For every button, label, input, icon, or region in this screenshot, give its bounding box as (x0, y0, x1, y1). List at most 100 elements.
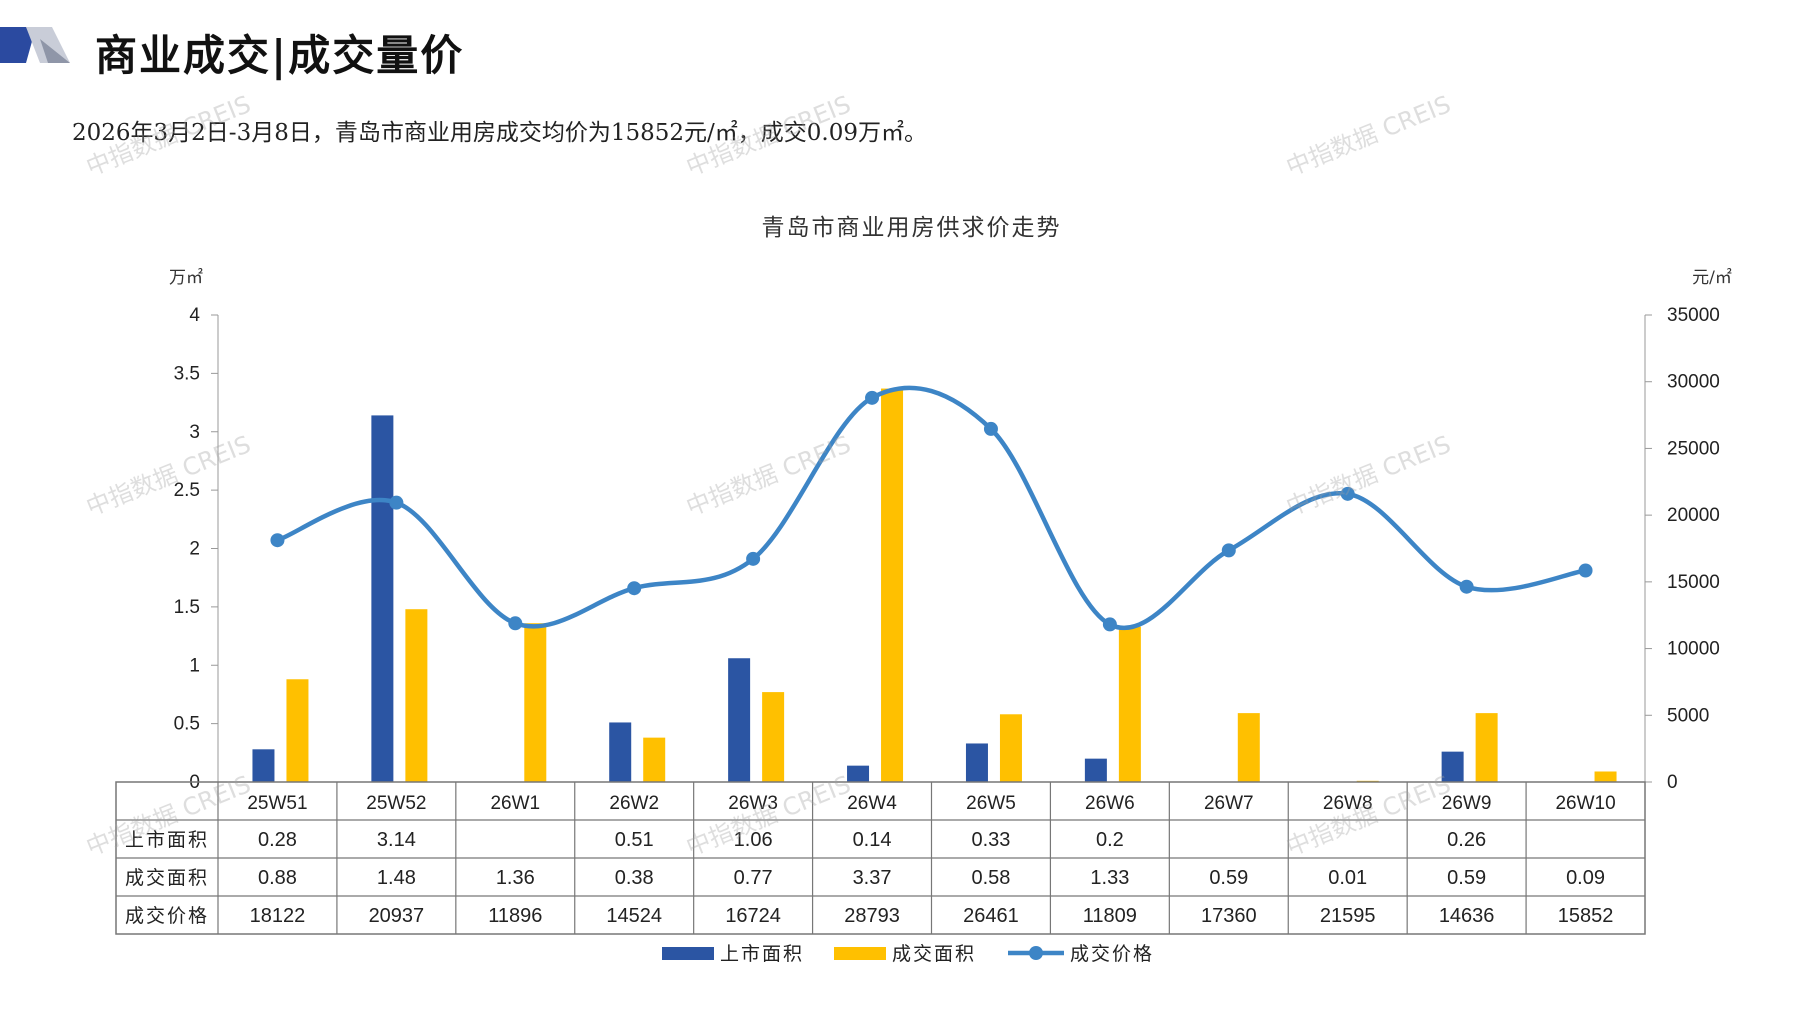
x-category-label: 26W6 (1085, 793, 1135, 814)
data-label: 0.51 (615, 829, 654, 851)
legend-swatch (662, 947, 714, 960)
y-right-unit: 元/㎡ (1692, 268, 1732, 288)
data-label: 11896 (488, 905, 542, 927)
data-label: 1.33 (1090, 867, 1129, 889)
supply-area-bar (371, 415, 394, 782)
x-category-label: 26W7 (1204, 793, 1254, 814)
data-label: 14636 (1439, 905, 1495, 927)
legend-label: 成交面积 (892, 943, 976, 965)
supply-area-bar (847, 765, 870, 782)
supply-area-bar (728, 658, 751, 782)
deal-area-bar (999, 714, 1022, 782)
data-label: 0.01 (1328, 867, 1367, 889)
y-left-tick-label: 1.5 (174, 597, 200, 618)
x-category-label: 26W9 (1442, 793, 1492, 814)
price-point (1221, 543, 1236, 558)
y-left-tick-label: 2.5 (174, 480, 200, 501)
data-label: 21595 (1320, 905, 1376, 927)
y-right-tick-label: 35000 (1667, 305, 1720, 326)
table-row-header: 上市面积 (125, 829, 209, 851)
deal-area-bar (524, 623, 547, 782)
data-label: 0.33 (971, 829, 1010, 851)
data-label: 14524 (606, 905, 662, 927)
data-label: 15852 (1558, 905, 1614, 927)
price-point (983, 421, 998, 436)
deal-area-bar (405, 609, 428, 782)
price-point (627, 581, 642, 596)
deal-area-bar (1594, 771, 1617, 782)
data-label: 0.59 (1447, 867, 1486, 889)
data-label: 11809 (1083, 905, 1137, 927)
x-category-label: 26W1 (490, 793, 540, 814)
x-category-label: 26W2 (609, 793, 659, 814)
table-row-header: 成交面积 (125, 867, 209, 889)
price-line (276, 385, 1586, 631)
data-label: 0.09 (1566, 867, 1605, 889)
x-category-label: 26W10 (1555, 793, 1615, 814)
supply-area-bar (1084, 758, 1107, 782)
deal-area-bar (1237, 713, 1260, 782)
y-left-tick-label: 1 (189, 655, 200, 676)
legend-label: 上市面积 (720, 943, 804, 965)
y-left-tick-label: 2 (189, 539, 200, 560)
y-left-tick-label: 3.5 (174, 363, 200, 384)
x-category-label: 26W8 (1323, 793, 1373, 814)
deal-area-bar (881, 388, 904, 782)
page-title: 商业成交|成交量价 (95, 31, 465, 80)
y-right-tick-label: 5000 (1667, 705, 1709, 726)
y-right-tick-label: 25000 (1667, 438, 1720, 459)
data-label: 0.28 (258, 829, 297, 851)
price-point (389, 495, 404, 510)
data-label: 0.14 (853, 829, 892, 851)
data-label: 17360 (1201, 905, 1257, 927)
supply-area-bar (609, 722, 632, 782)
price-point (865, 390, 880, 405)
deal-area-bar (762, 692, 785, 782)
table-row-header: 成交价格 (125, 905, 209, 927)
x-category-label: 26W5 (966, 793, 1016, 814)
data-label: 1.48 (377, 867, 416, 889)
x-category-label: 25W51 (247, 793, 307, 814)
legend-swatch-marker (1029, 946, 1043, 960)
y-right-tick-label: 30000 (1667, 372, 1720, 393)
deal-area-bar (286, 679, 309, 782)
summary-text: 2026年3月2日-3月8日，青岛市商业用房成交均价为15852元/㎡，成交0.… (72, 120, 927, 146)
data-label: 0.2 (1096, 829, 1124, 851)
data-label: 3.14 (377, 829, 416, 851)
supply-area-bar (965, 743, 988, 782)
data-label: 20937 (369, 905, 425, 927)
data-label: 18122 (250, 905, 306, 927)
y-left-tick-label: 0.5 (174, 714, 200, 735)
y-left-unit: 万㎡ (169, 268, 203, 288)
price-point (508, 616, 523, 631)
y-right-tick-label: 15000 (1667, 572, 1720, 593)
data-label: 1.06 (734, 829, 773, 851)
price-point (746, 551, 761, 566)
data-label: 0.88 (258, 867, 297, 889)
deal-area-bar (1118, 626, 1141, 782)
legend-swatch (834, 947, 886, 960)
price-point (1102, 617, 1117, 632)
price-point (1578, 563, 1593, 578)
data-label: 28793 (844, 905, 900, 927)
data-label: 0.58 (971, 867, 1010, 889)
price-point (270, 533, 285, 548)
deal-area-bar (1475, 713, 1498, 782)
price-point (1459, 579, 1474, 594)
data-label: 0.77 (734, 867, 773, 889)
supply-area-bar (252, 749, 275, 782)
price-point (1340, 486, 1355, 501)
y-right-tick-label: 0 (1667, 772, 1678, 793)
legend-label: 成交价格 (1070, 943, 1154, 965)
data-label: 0.26 (1447, 829, 1486, 851)
y-right-tick-label: 20000 (1667, 505, 1720, 526)
data-label: 26461 (963, 905, 1019, 927)
x-category-label: 25W52 (366, 793, 426, 814)
data-label: 3.37 (853, 867, 892, 889)
x-category-label: 26W3 (728, 793, 778, 814)
y-right-tick-label: 10000 (1667, 639, 1720, 660)
data-label: 16724 (725, 905, 781, 927)
x-category-label: 26W4 (847, 793, 897, 814)
header-logo (0, 27, 70, 63)
